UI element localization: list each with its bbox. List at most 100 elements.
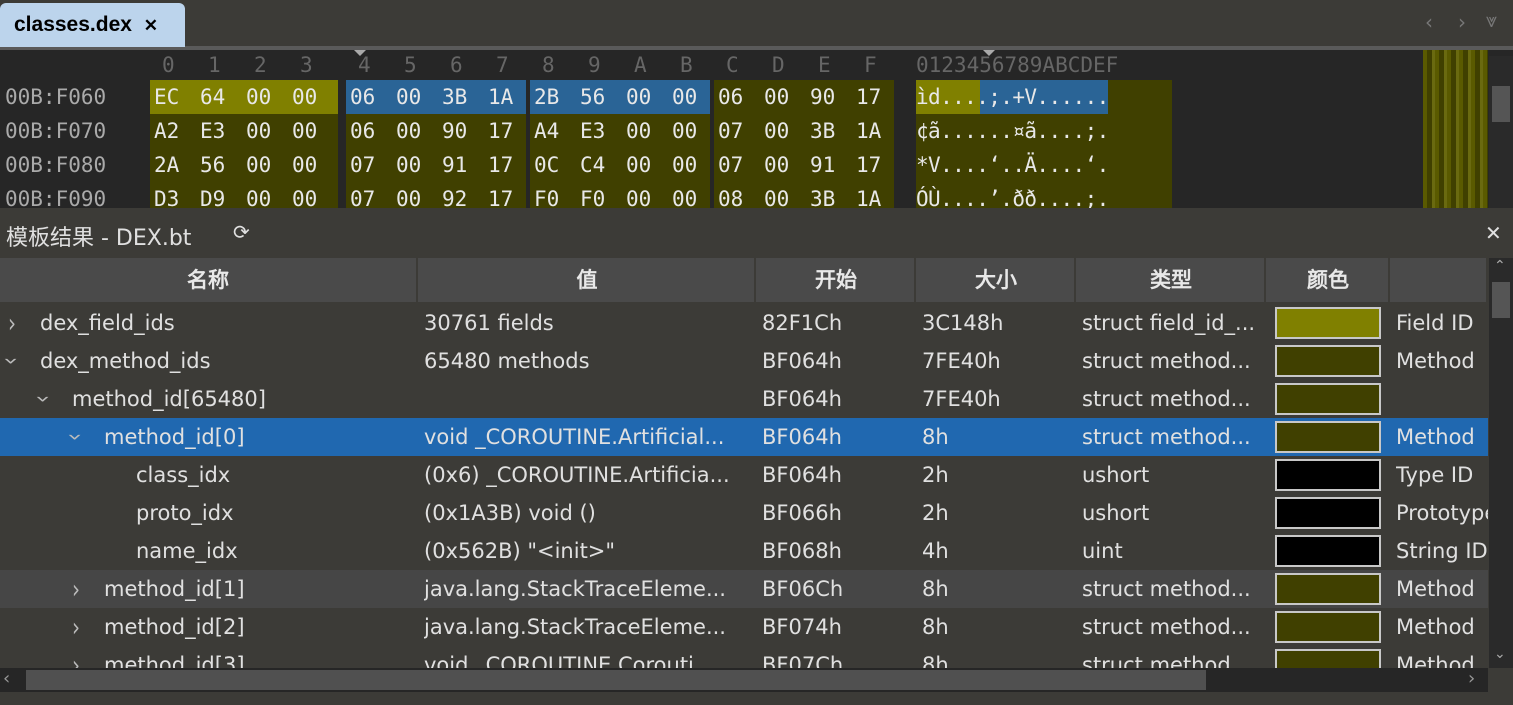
column-header-3[interactable]: 大小 [918,258,1076,302]
table-row[interactable]: › method_id[2] java.lang.StackTraceEleme..… [0,608,1488,646]
scroll-down-icon[interactable]: ⌄ [1494,646,1506,662]
hex-byte-group[interactable]: 07 00 3B 1A [714,114,894,148]
hex-byte[interactable]: 00 [292,119,318,143]
hex-byte-group[interactable]: 07 00 91 17 [714,148,894,182]
hex-byte-group[interactable]: 06 00 90 17 [714,80,894,114]
hex-byte[interactable]: F0 [580,187,606,208]
scroll-tabs-left-icon[interactable]: ‹ [1425,10,1433,34]
hex-byte[interactable]: 00 [626,85,652,109]
chevron-right-icon[interactable]: › [8,307,16,339]
hex-byte[interactable]: 17 [488,187,514,208]
hex-byte[interactable]: 00 [672,153,698,177]
scroll-up-icon[interactable]: ⌃ [1494,258,1506,274]
color-swatch[interactable] [1275,611,1381,643]
hex-byte[interactable]: E3 [200,119,226,143]
hex-byte[interactable]: 00 [396,119,422,143]
column-header-1[interactable]: 值 [420,258,756,302]
hex-byte[interactable]: 00 [626,119,652,143]
table-horizontal-scrollbar[interactable]: ‹ › [0,668,1488,692]
hex-byte-group[interactable]: EC 64 00 00 [150,80,338,114]
hex-byte-group[interactable]: 08 00 3B 1A [714,182,894,208]
template-table[interactable]: › dex_field_ids 30761 fields 82F1Ch 3C148h st… [0,304,1488,668]
table-row[interactable]: › method_id[1] java.lang.StackTraceEleme..… [0,570,1488,608]
color-swatch[interactable] [1275,459,1381,491]
hex-byte[interactable]: 00 [672,119,698,143]
table-row[interactable]: › method_id[65480] BF064h 7FE40h struct meth… [0,380,1488,418]
hex-byte[interactable]: 2B [534,85,560,109]
hex-byte-group[interactable]: 07 00 91 17 [346,148,526,182]
hex-chars[interactable]: *V....‘..Ä....‘. [916,153,1109,177]
hex-byte[interactable]: 3B [810,119,836,143]
table-row[interactable]: › method_id[3] void _COROUTINE.Corouti... B… [0,646,1488,668]
hex-byte[interactable]: D9 [200,187,226,208]
hex-byte[interactable]: 56 [580,85,606,109]
color-swatch[interactable] [1275,307,1381,339]
hex-byte[interactable]: 2A [154,153,180,177]
column-header-4[interactable]: 类型 [1078,258,1266,302]
hex-byte[interactable]: 90 [810,85,836,109]
hex-byte[interactable]: 91 [810,153,836,177]
hex-byte[interactable]: EC [154,85,180,109]
table-vertical-scrollbar[interactable]: ⌃ ⌄ [1489,258,1513,668]
hex-byte-group[interactable]: 0C C4 00 00 [530,148,710,182]
hex-byte[interactable]: 08 [718,187,744,208]
hex-byte[interactable]: 00 [292,187,318,208]
hex-byte[interactable]: 0C [534,153,560,177]
hex-byte[interactable]: 00 [396,85,422,109]
hex-byte[interactable]: 00 [764,119,790,143]
scroll-tabs-right-icon[interactable]: › [1458,10,1466,34]
hex-byte-group[interactable]: F0 F0 00 00 [530,182,710,208]
scrollbar-thumb[interactable] [26,670,1206,690]
hex-byte[interactable]: E3 [580,119,606,143]
hex-byte[interactable]: 00 [672,85,698,109]
hex-vertical-scrollbar[interactable] [1489,56,1513,208]
tab-list-dropdown-icon[interactable]: ⩔ [1486,8,1498,32]
table-row[interactable]: proto_idx (0x1A3B) void () BF066h 2h ushort P… [0,494,1488,532]
hex-byte[interactable]: C4 [580,153,606,177]
color-swatch[interactable] [1275,649,1381,668]
hex-view[interactable]: 0 1 2 3 4 5 6 7 8 9 A B C D E F 0123456789ABCDEF 00B:F060… [0,50,1513,208]
chevron-right-icon[interactable]: › [72,611,80,643]
chevron-down-icon[interactable]: › [60,433,92,441]
hex-byte[interactable]: 00 [246,85,272,109]
column-header-2[interactable]: 开始 [758,258,916,302]
hex-byte[interactable]: 1A [856,187,882,208]
hex-byte[interactable]: 00 [672,187,698,208]
chevron-down-icon[interactable]: › [28,395,60,403]
hex-byte-group[interactable]: 06 00 3B 1A [346,80,526,114]
scrollbar-thumb[interactable] [1492,282,1510,318]
close-tab-icon[interactable]: ✕ [143,16,159,35]
hex-byte[interactable]: 17 [488,153,514,177]
hex-byte[interactable]: 00 [292,153,318,177]
hex-byte[interactable]: 17 [856,85,882,109]
hex-chars[interactable]: ÓÙ....’.ðð....;. [916,187,1109,208]
hex-byte-group[interactable]: D3 D9 00 00 [150,182,338,208]
hex-byte-group[interactable]: 07 00 92 17 [346,182,526,208]
chevron-right-icon[interactable]: › [72,649,80,668]
hex-byte[interactable]: 00 [626,187,652,208]
hex-byte[interactable]: 3B [810,187,836,208]
hex-byte[interactable]: 92 [442,187,468,208]
chevron-down-icon[interactable]: › [0,357,37,365]
hex-byte[interactable]: 17 [488,119,514,143]
color-swatch[interactable] [1275,497,1381,529]
table-row[interactable]: name_idx (0x562B) "<init>" BF068h 4h uint Str… [0,532,1488,570]
hex-byte[interactable]: 56 [200,153,226,177]
hex-byte[interactable]: D3 [154,187,180,208]
hex-byte[interactable]: 00 [396,187,422,208]
refresh-icon[interactable]: ⟳ [233,220,250,244]
hex-byte-group[interactable]: A2 E3 00 00 [150,114,338,148]
color-swatch[interactable] [1275,383,1381,415]
hex-chars[interactable]: ¢ã......¤ã....;. [916,119,1109,143]
hex-byte[interactable]: 1A [488,85,514,109]
color-swatch[interactable] [1275,573,1381,605]
scroll-right-icon[interactable]: › [1468,668,1476,689]
hex-byte[interactable]: 07 [718,119,744,143]
chevron-right-icon[interactable]: › [72,573,80,605]
table-row[interactable]: class_idx (0x6) _COROUTINE.Artificia... BF… [0,456,1488,494]
table-row[interactable]: › method_id[0] void _COROUTINE.Artificial.… [0,418,1488,456]
hex-byte[interactable]: 06 [350,85,376,109]
hex-byte[interactable]: A4 [534,119,560,143]
color-swatch[interactable] [1275,421,1381,453]
hex-byte[interactable]: 00 [246,153,272,177]
